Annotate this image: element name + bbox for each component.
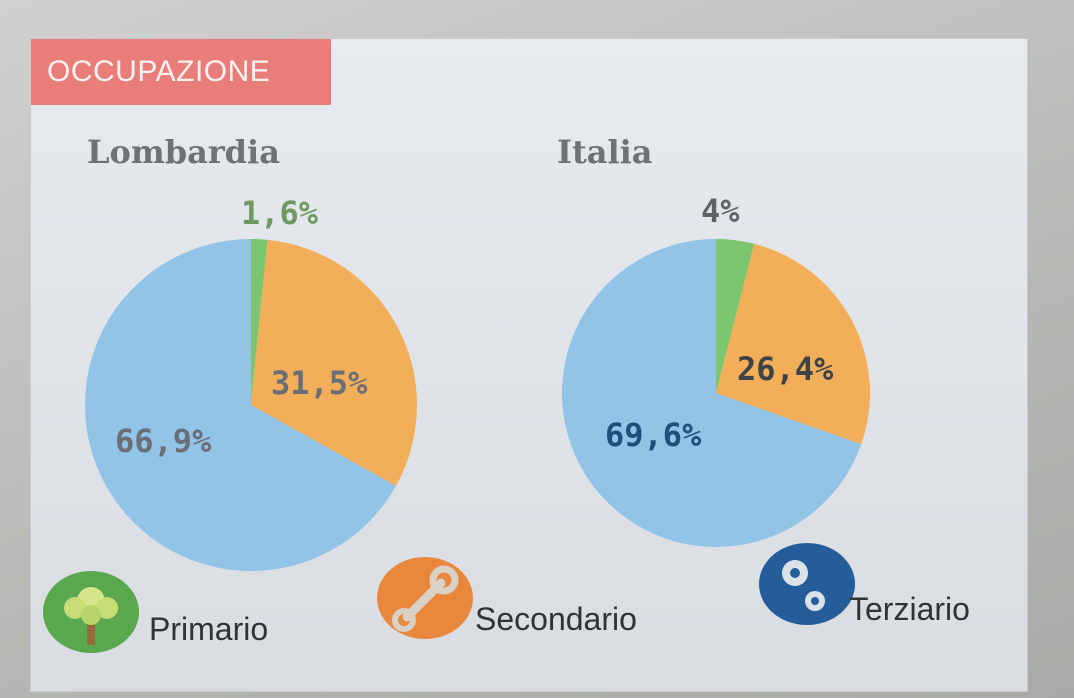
tree-icon — [43, 571, 139, 653]
italia-primario-slice — [716, 239, 755, 393]
lombardia-pie-chart — [84, 239, 418, 571]
gears-icon — [759, 543, 855, 625]
background-text-faded — [20, 8, 26, 31]
italia-terziario-slice — [562, 239, 862, 547]
italia-secondario-label: 26,4% — [737, 350, 834, 388]
section-title: OCCUPAZIONE — [31, 39, 331, 105]
lombardia-terziario-slice — [84, 239, 396, 571]
italia-terziario-label: 69,6% — [605, 416, 702, 454]
lombardia-terziario-label: 66,9% — [115, 422, 212, 460]
legend-primario-label: Primario — [149, 611, 269, 647]
italia-title: Italia — [557, 133, 653, 171]
lombardia-title: Lombardia — [87, 133, 280, 171]
italia-secondario-slice — [716, 243, 870, 445]
lombardia-primario-slice — [251, 239, 268, 405]
legend-terziario-label: Terziario — [849, 591, 970, 627]
lombardia-secondario-label: 31,5% — [271, 364, 368, 402]
lombardia-primario-label: 1,6% — [241, 194, 319, 232]
wrench-icon — [377, 557, 473, 639]
infographic-card: OCCUPAZIONE Lombardia Italia 1,6% 31,5% … — [30, 38, 1028, 692]
italia-pie-chart — [562, 239, 870, 547]
italia-primario-label: 4% — [701, 192, 740, 230]
lombardia-secondario-slice — [251, 239, 418, 486]
legend-secondario-label: Secondario — [475, 601, 637, 637]
